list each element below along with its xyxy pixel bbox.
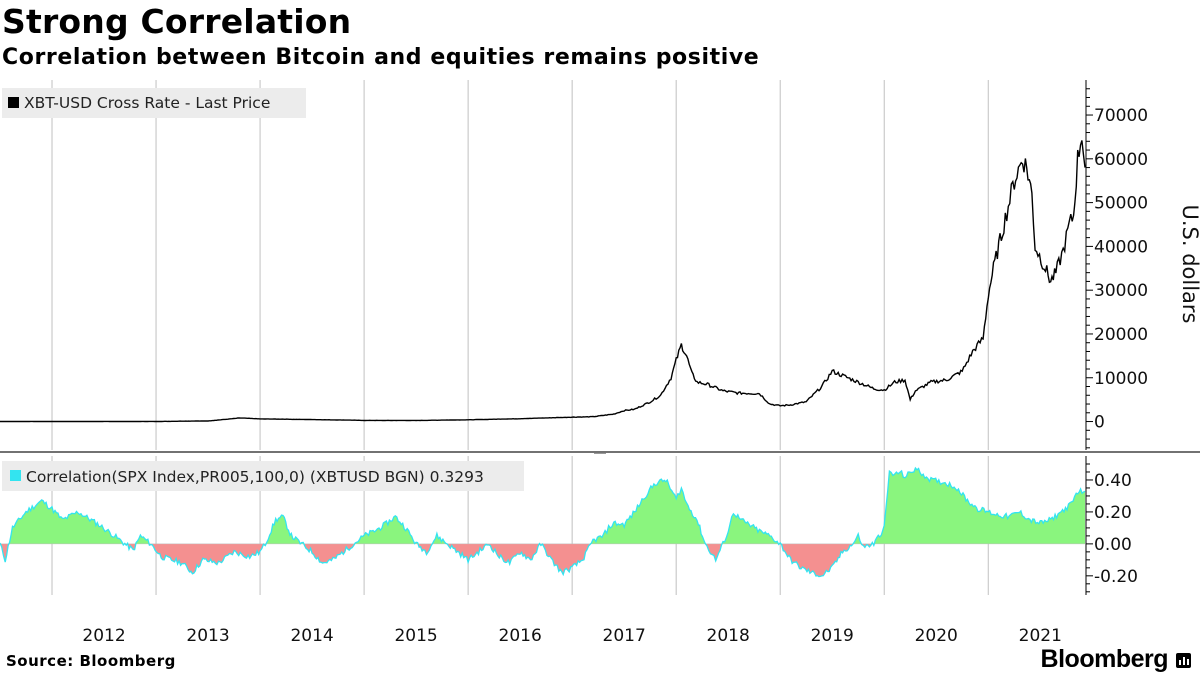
price-y-tick-label: 50000	[1094, 194, 1148, 214]
x-tick-label: 2019	[811, 626, 854, 646]
price-y-axis: 0 10000 20000 30000 40000 50000 60000 70000	[1085, 80, 1148, 450]
x-tick-label: 2014	[290, 626, 333, 646]
price-legend-swatch	[8, 97, 19, 108]
chart-title: Strong Correlation	[2, 2, 352, 41]
correlation-y-tick-label: 0.40	[1094, 471, 1132, 491]
price-legend-box	[2, 88, 306, 118]
x-tick-label: 2020	[915, 626, 958, 646]
correlation-legend: Correlation(SPX Index,PR005,100,0) (XBTU…	[2, 461, 524, 491]
price-series-line	[0, 140, 1086, 423]
x-tick-label: 2013	[186, 626, 229, 646]
bloomberg-logo: Bloomberg	[1040, 645, 1169, 673]
x-tick-label: 2021	[1019, 626, 1062, 646]
price-y-tick-label: 70000	[1094, 106, 1148, 126]
price-y-tick-label: 0	[1094, 413, 1105, 433]
x-axis: 2012 2013 2014 2015 2016 2017 2018 2019 2020 2021	[82, 626, 1062, 646]
x-tick-label: 2016	[499, 626, 542, 646]
source-note: Source: Bloomberg	[6, 652, 176, 670]
correlation-panel: 0.40 0.20 0.00 -0.20 Correlation(SPX Index,…	[0, 456, 1138, 595]
correlation-y-axis: 0.40 0.20 0.00 -0.20	[1085, 456, 1138, 595]
price-y-tick-label: 10000	[1094, 369, 1148, 389]
chart-subtitle: Correlation between Bitcoin and equities…	[2, 45, 760, 70]
price-gridlines	[51, 80, 989, 450]
correlation-negative-area	[0, 543, 1085, 577]
correlation-legend-swatch	[10, 470, 21, 481]
price-y-tick-label: 60000	[1094, 150, 1148, 170]
x-tick-label: 2015	[394, 626, 437, 646]
correlation-y-tick-label: 0.00	[1094, 535, 1132, 555]
correlation-legend-box	[2, 461, 524, 491]
bloomberg-terminal-icon	[1176, 653, 1191, 668]
correlation-y-tick-label: 0.20	[1094, 503, 1132, 523]
correlation-series-line	[0, 466, 1086, 578]
correlation-positive-area	[0, 468, 1085, 544]
price-y-tick-label: 30000	[1094, 281, 1148, 301]
price-y-tick-label: 40000	[1094, 237, 1148, 257]
price-legend: XBT-USD Cross Rate - Last Price	[2, 88, 306, 118]
x-tick-label: 2018	[707, 626, 750, 646]
correlation-y-tick-label: -0.20	[1094, 567, 1138, 587]
price-legend-label: XBT-USD Cross Rate - Last Price	[24, 94, 270, 112]
x-tick-label: 2012	[82, 626, 125, 646]
x-tick-label: 2017	[603, 626, 646, 646]
correlation-legend-label: Correlation(SPX Index,PR005,100,0) (XBTU…	[26, 468, 484, 486]
price-panel: 0 10000 20000 30000 40000 50000 60000 70000 XBT…	[0, 80, 1200, 450]
price-y-tick-label: 20000	[1094, 325, 1148, 345]
price-y-axis-label: U.S. dollars	[1178, 204, 1200, 323]
